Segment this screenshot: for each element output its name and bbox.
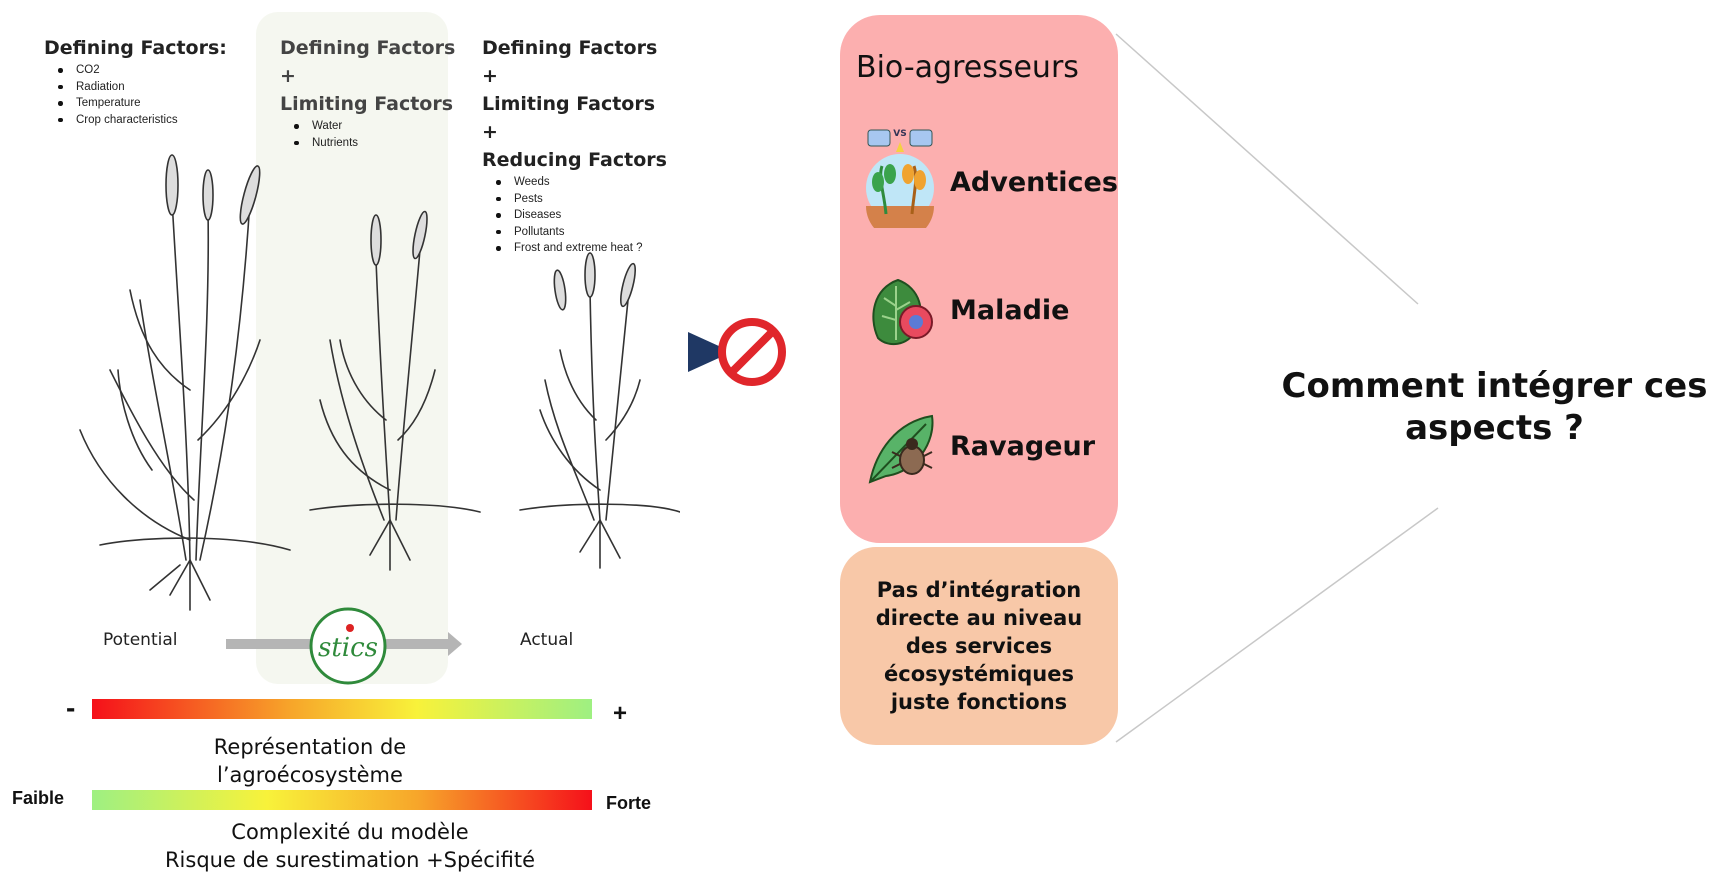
list-item: Crop characteristics [58, 112, 227, 129]
list-item: Pests [496, 191, 667, 208]
vs-label: VS [893, 129, 906, 139]
actual-label: Actual [520, 630, 574, 650]
complexity-caption: Complexité du modèle Risque de surestima… [110, 818, 590, 874]
limiting-factors-list: Water Nutrients [280, 118, 455, 151]
caption-line: Représentation de [213, 735, 407, 759]
scale-minus: - [66, 692, 76, 723]
defining-factors-heading: Defining Factors [280, 37, 456, 59]
list-item: Weeds [496, 174, 667, 191]
limiting-factors-heading: Limiting Factors [280, 93, 454, 115]
adventices-label: Adventices [950, 167, 1118, 198]
weeds-icon: VS [866, 129, 934, 228]
stics-logo: stics [309, 607, 387, 685]
complexity-gradient-bar [92, 790, 592, 810]
callout-lines [1115, 33, 1439, 743]
list-item: Pollutants [496, 224, 667, 241]
plus-sign: + [482, 121, 498, 143]
bio-agresseurs-title: Bio-agresseurs [856, 50, 1079, 85]
list-item: Water [294, 118, 455, 135]
list-item: CO2 [58, 62, 227, 79]
wheat-plant-actual [519, 252, 680, 569]
wheat-plant-limited [309, 210, 481, 571]
wheat-plants-illustration [79, 154, 680, 611]
reducing-factors-heading: Reducing Factors [482, 149, 667, 171]
list-item: Temperature [58, 95, 227, 112]
plant-disease-icon [872, 278, 933, 346]
caption-line: l’agroécosystème [217, 763, 403, 787]
question-line: Comment intégrer ces [1281, 366, 1708, 406]
list-item: Radiation [58, 79, 227, 96]
list-item: Nutrients [294, 135, 455, 152]
list-item: Diseases [496, 207, 667, 224]
maladie-label: Maladie [950, 295, 1070, 326]
ravageur-label: Ravageur [950, 431, 1096, 462]
question-text: Comment intégrer ces aspects ? [1280, 365, 1709, 449]
list-item: Frost and extreme heat ? [496, 240, 667, 257]
scale-plus: + [613, 700, 628, 727]
representation-caption: Représentation de l’agroécosystème [150, 733, 470, 789]
wheat-plant-potential [79, 154, 291, 611]
representation-gradient-bar [92, 699, 592, 719]
limiting-factors-column: Defining Factors + Limiting Factors Wate… [280, 34, 455, 151]
caption-line: Complexité du modèle [231, 820, 469, 844]
reducing-factors-list: Weeds Pests Diseases Pollutants Frost an… [482, 174, 667, 257]
reducing-factors-column: Defining Factors + Limiting Factors + Re… [482, 34, 667, 257]
caption-line: Risque de surestimation +Spécifité [164, 848, 536, 872]
integration-note-text: Pas d’intégration directe au niveau des … [875, 578, 1083, 714]
scale-high-label: Forte [606, 793, 651, 813]
defining-factors-column: Defining Factors: CO2 Radiation Temperat… [44, 34, 227, 128]
pest-icon [868, 414, 934, 484]
potential-label: Potential [103, 630, 178, 650]
scale-low-label: Faible [12, 788, 65, 808]
defining-factors-heading: Defining Factors [482, 37, 658, 59]
question-line: aspects ? [1405, 408, 1584, 448]
integration-note-box: Pas d’intégration directe au niveau des … [840, 547, 1118, 745]
plus-sign: + [280, 65, 296, 87]
limiting-factors-panel [256, 12, 448, 684]
limiting-factors-heading: Limiting Factors [482, 93, 656, 115]
stics-logo-text: stics [318, 633, 378, 663]
plus-sign: + [482, 65, 498, 87]
defining-factors-list: CO2 Radiation Temperature Crop character… [44, 62, 227, 128]
blocked-arrow-icon [688, 318, 786, 386]
defining-factors-heading: Defining Factors: [44, 37, 227, 59]
